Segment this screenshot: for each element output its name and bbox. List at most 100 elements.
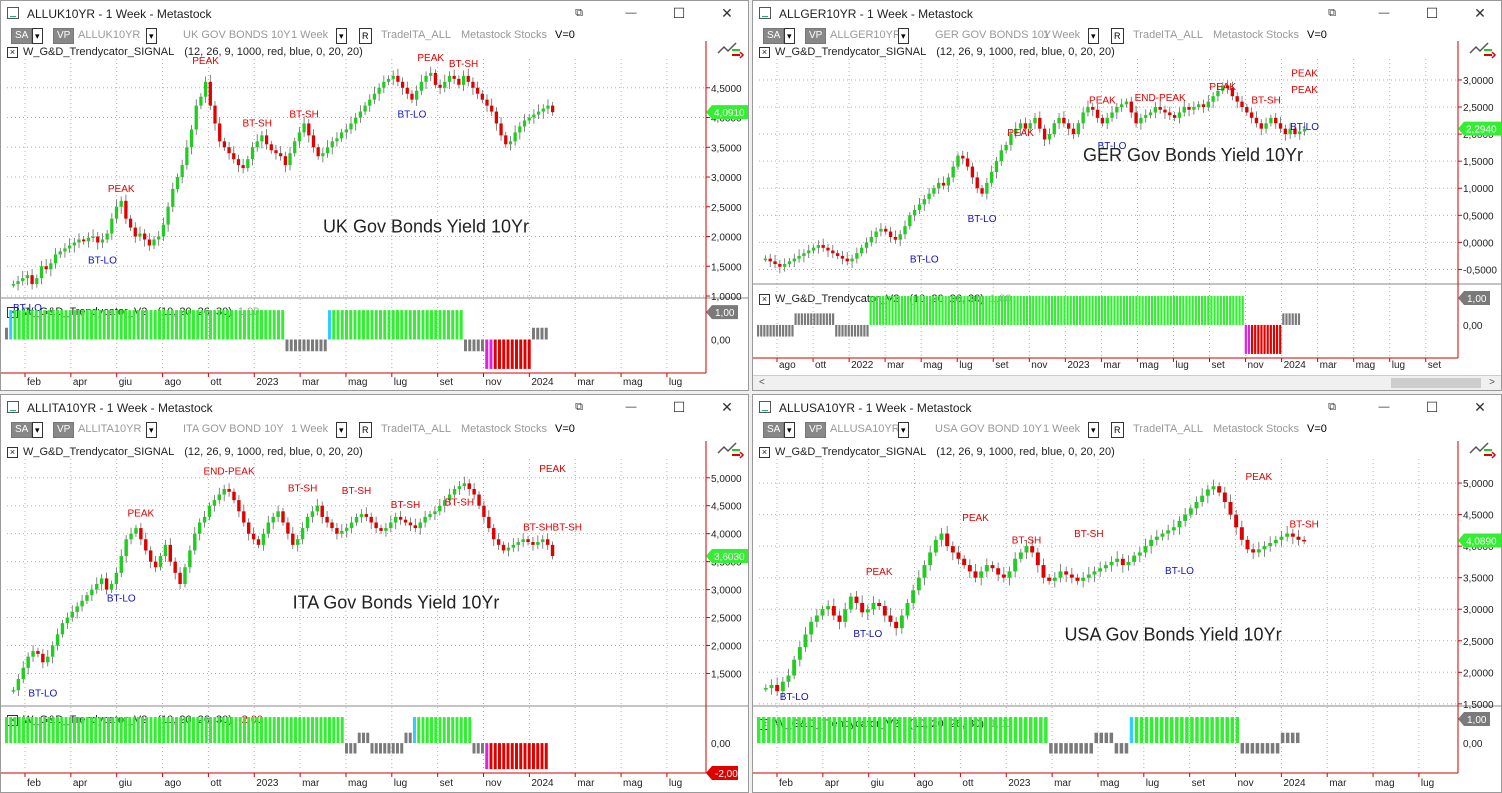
x-axis-tick-label: ott: [815, 360, 826, 371]
close-icon[interactable]: ✕: [1474, 5, 1486, 21]
v2-indicator-label[interactable]: × W_G&D_Trendycator_V2 (10, 20, 26, 30) -2,…: [7, 714, 263, 726]
source-label: Metastock: [461, 29, 512, 41]
window-uk[interactable]: ALLUK10YR - 1 Week - Metastock ⧉ — ☐ ✕ SA VP AL…: [0, 0, 749, 391]
candle-body: [504, 135, 508, 145]
trend-arrows-icon[interactable]: [1469, 42, 1497, 59]
remove-indicator-icon[interactable]: ×: [759, 718, 770, 730]
sa-button[interactable]: SA: [763, 422, 785, 438]
maximize-icon[interactable]: ☐: [672, 399, 686, 415]
remove-indicator-icon[interactable]: ×: [7, 46, 18, 58]
price-chart[interactable]: 4,5000 4,0000 3,5000 3,0000 2,5000 2,0000 1,50…: [1, 1, 749, 391]
period-dropdown[interactable]: ▾: [336, 28, 347, 44]
minimize-icon[interactable]: —: [1378, 401, 1390, 413]
scroll-thumb[interactable]: [1391, 378, 1481, 388]
vp-button[interactable]: VP: [53, 28, 75, 44]
minimize-icon[interactable]: —: [625, 7, 637, 19]
candle-body: [903, 226, 907, 235]
candle-body: [848, 596, 853, 610]
sa-dropdown[interactable]: ▾: [784, 28, 795, 44]
candle-body: [305, 516, 310, 529]
candle-body: [405, 87, 409, 94]
v2-bar: [383, 743, 387, 754]
period-dropdown[interactable]: ▾: [1088, 422, 1099, 438]
minimize-icon[interactable]: —: [1378, 7, 1390, 19]
signal-indicator-label[interactable]: × W_G&D_Trendycator_SIGNAL (12, 26, 9, 100…: [759, 446, 1115, 458]
r-dropdown[interactable]: R: [1111, 422, 1124, 438]
trade-label[interactable]: Trade: [381, 29, 410, 41]
signal-indicator-label[interactable]: × W_G&D_Trendycator_SIGNAL (12, 26, 9, 100…: [759, 46, 1115, 58]
v2-bar: [391, 310, 395, 340]
signal-indicator-label[interactable]: × W_G&D_Trendycator_SIGNAL (12, 26, 9, 100…: [7, 46, 363, 58]
signal-indicator-label[interactable]: × W_G&D_Trendycator_SIGNAL (12, 26, 9, 100…: [7, 446, 363, 458]
minimize-icon[interactable]: —: [625, 401, 637, 413]
v2-indicator-label[interactable]: × W_G&D_Trendycator_V2 (10, 20, 26, 30) 1,0…: [759, 293, 1011, 305]
horizontal-scrollbar[interactable]: < >: [753, 375, 1501, 390]
sa-button[interactable]: SA: [763, 28, 785, 44]
vp-button[interactable]: VP: [805, 28, 827, 44]
sa-button[interactable]: SA: [11, 422, 33, 438]
sa-dropdown[interactable]: ▾: [784, 422, 795, 438]
title-bar[interactable]: ALLUK10YR - 1 Week - Metastock ⧉ — ☐ ✕: [1, 1, 748, 27]
title-bar[interactable]: ALLUSA10YR - 1 Week - Metastock ⧉ — ☐ ✕: [753, 395, 1501, 421]
candle-body: [1245, 107, 1249, 113]
candle-body: [487, 516, 491, 529]
window-usa[interactable]: ALLUSA10YR - 1 Week - Metastock ⧉ — ☐ ✕ SA VP A…: [752, 394, 1502, 793]
candle-body: [358, 111, 363, 118]
r-dropdown[interactable]: R: [359, 28, 372, 44]
remove-indicator-icon[interactable]: ×: [7, 306, 18, 318]
restore-icon[interactable]: ⧉: [575, 7, 583, 19]
window-ger[interactable]: ALLGER10YR - 1 Week - Metastock ⧉ — ☐ ✕ SA VP A…: [752, 0, 1502, 391]
trade-label[interactable]: Trade: [1133, 423, 1162, 435]
scroll-left-icon[interactable]: <: [759, 377, 765, 388]
remove-indicator-icon[interactable]: ×: [759, 293, 770, 305]
close-icon[interactable]: ✕: [721, 5, 733, 21]
r-dropdown[interactable]: R: [359, 422, 372, 438]
trend-arrows-icon[interactable]: [717, 442, 745, 459]
remove-indicator-icon[interactable]: ×: [7, 446, 18, 458]
v2-indicator-label[interactable]: × W_G&D_Trendycator_V2 (10, 20, 26, 30) 1,0…: [7, 306, 259, 318]
title-bar[interactable]: ALLITA10YR - 1 Week - Metastock ⧉ — ☐ ✕: [1, 395, 748, 421]
symbol-dropdown[interactable]: ▾: [146, 28, 157, 44]
period-dropdown[interactable]: ▾: [336, 422, 347, 438]
symbol-dropdown[interactable]: ▾: [898, 422, 909, 438]
candle-body: [163, 544, 168, 557]
symbol-dropdown[interactable]: ▾: [146, 422, 157, 438]
trade-label[interactable]: Trade: [381, 423, 410, 435]
trend-arrows-icon[interactable]: [1469, 442, 1497, 459]
x-axis-tick-label: mag: [923, 360, 942, 371]
sa-dropdown[interactable]: ▾: [32, 422, 43, 438]
v2-indicator-label[interactable]: × W_G&D_Trendycator_V2 (10, 20, 26, 30) 1,0…: [759, 718, 1011, 730]
r-dropdown[interactable]: R: [1111, 28, 1124, 44]
remove-indicator-icon[interactable]: ×: [759, 446, 770, 458]
sa-button[interactable]: SA: [11, 28, 33, 44]
candle-body: [1166, 530, 1171, 534]
period-dropdown[interactable]: ▾: [1088, 28, 1099, 44]
vp-button[interactable]: VP: [53, 422, 75, 438]
title-bar[interactable]: ALLGER10YR - 1 Week - Metastock ⧉ — ☐ ✕: [753, 1, 1501, 27]
restore-icon[interactable]: ⧉: [1328, 7, 1336, 19]
candle-body: [536, 542, 540, 545]
sa-dropdown[interactable]: ▾: [32, 28, 43, 44]
symbol-dropdown[interactable]: ▾: [898, 28, 909, 44]
trade-label[interactable]: Trade: [1133, 29, 1162, 41]
v2-bar: [775, 324, 778, 337]
restore-icon[interactable]: ⧉: [1328, 401, 1336, 413]
maximize-icon[interactable]: ☐: [1425, 399, 1439, 415]
scroll-right-icon[interactable]: >: [1489, 377, 1495, 388]
close-icon[interactable]: ✕: [721, 399, 733, 415]
remove-indicator-icon[interactable]: ×: [759, 46, 770, 58]
x-axis-tick-label: mag: [348, 377, 367, 388]
v2-bar: [404, 732, 408, 744]
window-ita[interactable]: ALLITA10YR - 1 Week - Metastock ⧉ — ☐ ✕ SA VP A…: [0, 394, 749, 793]
trend-arrows-icon[interactable]: [717, 42, 745, 59]
signal-annotation: BT-SH: [1012, 535, 1041, 546]
candle-body: [58, 251, 62, 255]
maximize-icon[interactable]: ☐: [672, 5, 686, 21]
remove-indicator-icon[interactable]: ×: [7, 714, 18, 726]
vp-button[interactable]: VP: [805, 422, 827, 438]
candle-body: [928, 552, 933, 566]
candle-body: [941, 182, 946, 186]
maximize-icon[interactable]: ☐: [1425, 5, 1439, 21]
close-icon[interactable]: ✕: [1474, 399, 1486, 415]
restore-icon[interactable]: ⧉: [575, 401, 583, 413]
